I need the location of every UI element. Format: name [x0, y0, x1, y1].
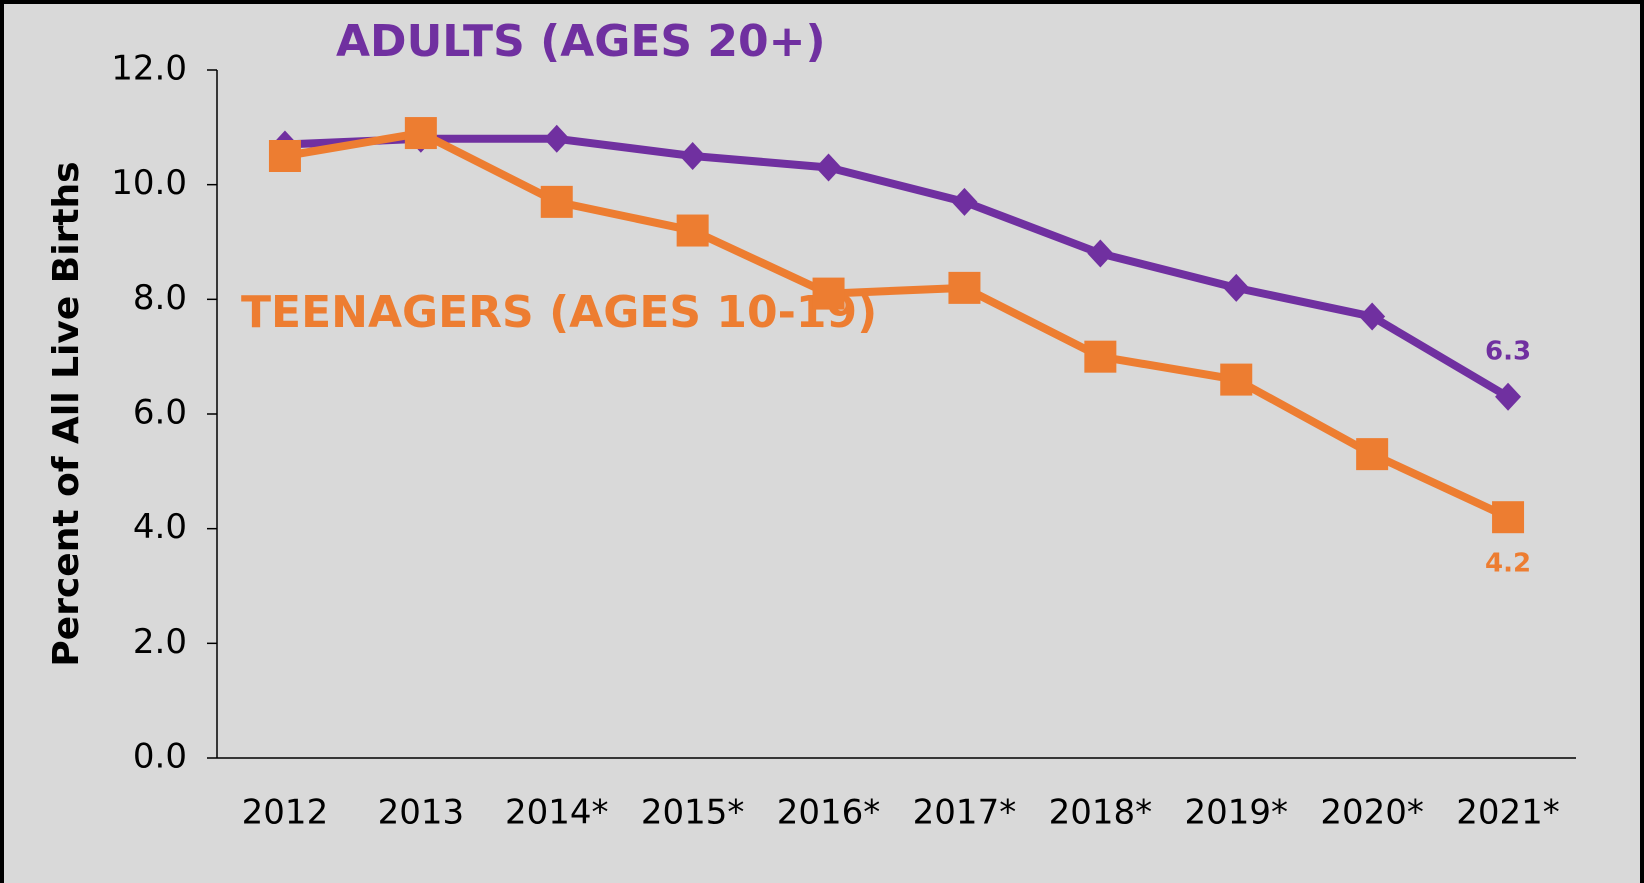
y-tick-label: 12.0: [111, 49, 187, 89]
x-tick-label: 2013: [378, 793, 465, 833]
point-marker: [815, 153, 842, 182]
x-tick-label: 2012: [242, 793, 329, 833]
x-tick-label: 2018*: [1049, 793, 1153, 833]
y-tick-label: 6.0: [133, 393, 187, 433]
point-marker: [812, 277, 845, 310]
point-marker: [948, 271, 981, 304]
series-line: [284, 129, 1510, 521]
point-marker: [1220, 363, 1253, 396]
x-tick-label: 2021*: [1456, 793, 1560, 833]
point-marker: [268, 140, 301, 172]
series-label: ADULTS (AGES 20+): [336, 16, 826, 67]
x-tick-label: 2020*: [1320, 793, 1424, 833]
point-marker: [540, 185, 573, 218]
point-marker: [1084, 340, 1117, 373]
x-tick-label: 2019*: [1184, 793, 1288, 833]
value-label: 4.2: [1485, 549, 1531, 579]
y-tick-label: 8.0: [133, 278, 187, 318]
point-marker: [676, 214, 709, 247]
series-label: TEENAGERS (AGES 10-19): [241, 287, 877, 338]
point-marker: [1356, 438, 1389, 471]
series-line: [284, 134, 1511, 401]
value-label: 6.3: [1485, 336, 1531, 366]
y-tick-label: 10.0: [111, 163, 187, 203]
y-tick-label: 2.0: [133, 622, 187, 662]
x-tick-label: 2014*: [505, 793, 609, 833]
x-tick-label: 2015*: [641, 793, 745, 833]
point-marker: [951, 187, 978, 216]
y-axis-label: Percent of All Live Births: [46, 161, 87, 666]
point-marker: [543, 124, 570, 153]
point-marker: [1223, 273, 1250, 302]
point-marker: [1492, 501, 1525, 534]
point-marker: [679, 142, 706, 170]
x-tick-label: 2016*: [777, 793, 881, 833]
point-marker: [1359, 302, 1386, 331]
point-marker: [404, 117, 437, 150]
point-marker: [1087, 239, 1114, 268]
x-tick-label: 2017*: [913, 793, 1017, 833]
point-marker: [1495, 382, 1522, 411]
y-tick-label: 4.0: [133, 507, 187, 547]
y-tick-label: 0.0: [133, 737, 187, 777]
